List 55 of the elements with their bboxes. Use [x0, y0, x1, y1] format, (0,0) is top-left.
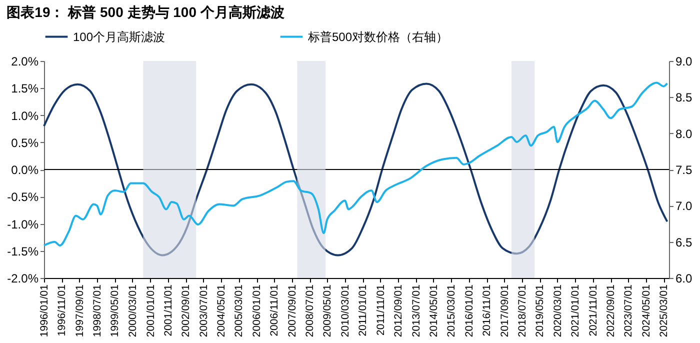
x-tick-label: 2019/05/01 [534, 284, 546, 338]
x-tick-label: 1996/11/01 [56, 284, 68, 336]
x-tick-label: 2013/07/01 [410, 284, 422, 338]
y-tick-label: -1.0% [7, 217, 39, 232]
x-tick-label: 1997/09/01 [74, 284, 86, 338]
y2-tick-label: 9.0 [676, 54, 693, 68]
x-tick-label: 2004/05/01 [216, 284, 228, 338]
legend-label: 100个月高斯滤波 [73, 30, 166, 44]
y2-tick-label: 7.0 [676, 199, 693, 214]
x-tick-label: 2025/03/01 [658, 284, 670, 338]
x-tick-label: 2024/05/01 [640, 284, 652, 338]
x-tick-label: 2020/03/01 [552, 284, 564, 338]
x-tick-label: 2018/07/01 [516, 284, 528, 338]
x-tick-label: 2003/07/01 [198, 284, 210, 338]
y-tick-label: 2.0% [11, 54, 39, 68]
y-tick-label: -0.5% [7, 190, 39, 204]
x-tick-label: 2011/01/01 [357, 284, 370, 336]
x-tick-label: 2006/01/01 [251, 284, 263, 338]
y-tick-label: 0.0% [11, 163, 39, 177]
x-tick-label: 2006/11/01 [268, 284, 281, 336]
x-tick-label: 2007/09/01 [286, 284, 298, 338]
x-tick-label: 2022/09/01 [605, 284, 618, 338]
x-tick-label: 2005/03/01 [233, 284, 246, 338]
chart-title: 图表19： 标普 500 走势与 100 个月高斯滤波 [6, 4, 284, 20]
y2-tick-label: 6.0 [676, 272, 693, 286]
x-tick-label: 2011/11/01 [374, 284, 387, 336]
x-tick-label: 2002/09/01 [180, 284, 192, 338]
y-tick-label: -1.5% [7, 244, 39, 258]
y2-tick-label: 8.0 [676, 126, 693, 141]
x-tick-label: 2017/09/01 [498, 284, 511, 338]
y2-tick-label: 8.5 [676, 90, 693, 105]
x-tick-label: 2009/05/01 [322, 284, 334, 338]
x-tick-label: 1998/07/01 [92, 284, 104, 338]
y2-tick-label: 7.5 [676, 163, 693, 177]
x-tick-label: 2023/07/01 [622, 284, 635, 338]
x-tick-label: 2001/11/01 [162, 284, 174, 336]
y-tick-label: 1.5% [11, 82, 39, 96]
x-tick-label: 2010/03/01 [339, 284, 352, 338]
y-tick-label: 1.0% [11, 108, 39, 123]
y-tick-label: 0.5% [11, 136, 39, 150]
x-tick-label: 2014/05/01 [428, 284, 440, 338]
x-tick-label: 2015/03/01 [446, 284, 458, 338]
x-tick-label: 2000/03/01 [126, 284, 139, 338]
x-tick-label: 2008/07/01 [304, 284, 316, 338]
x-tick-label: 2016/01/01 [463, 284, 476, 338]
y-tick-label: -2.0% [7, 272, 39, 286]
x-tick-label: 1996/01/01 [38, 284, 50, 338]
x-tick-label: 2021/11/01 [587, 284, 600, 336]
x-tick-label: 1999/05/01 [109, 284, 122, 338]
legend-label: 标普500对数价格（右轴） [307, 30, 448, 44]
x-tick-label: 2012/09/01 [392, 284, 405, 338]
y2-tick-label: 6.5 [676, 235, 693, 250]
x-tick-label: 2016/11/01 [481, 284, 494, 336]
x-tick-label: 2021/01/01 [570, 284, 582, 338]
x-tick-label: 2001/01/01 [144, 284, 157, 338]
